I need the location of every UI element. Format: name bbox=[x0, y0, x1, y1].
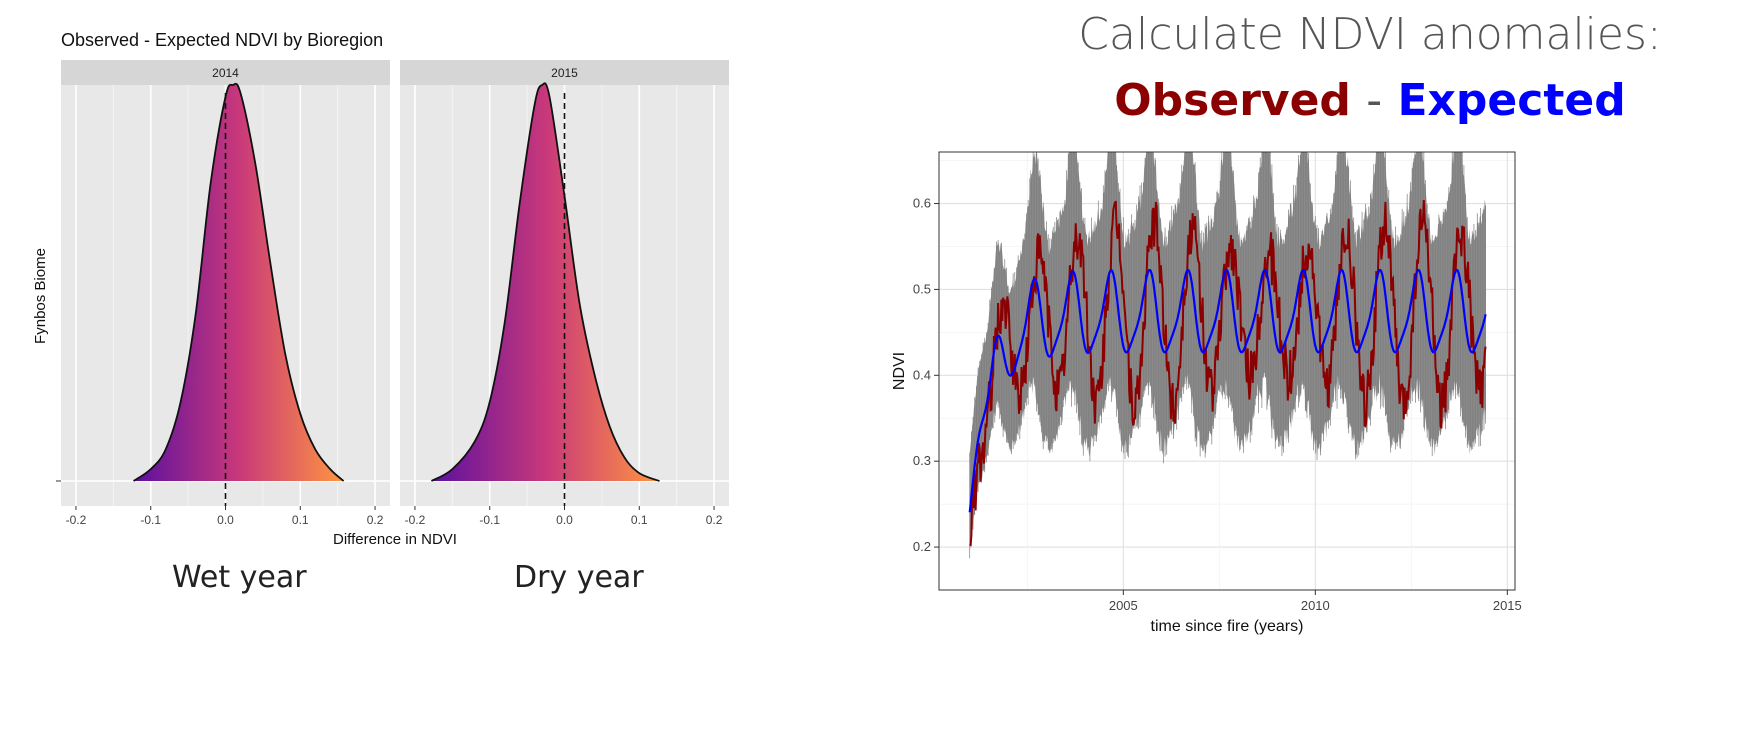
density-x-axis-label: Difference in NDVI bbox=[333, 531, 457, 548]
density-area-2015 bbox=[431, 83, 660, 481]
density-x-tick-label: 0.0 bbox=[217, 513, 234, 527]
ndvi-timeseries-chart: 2005 2010 2015 0.2 0.3 0.4 0.5 0.6 time since f… bbox=[891, 151, 1522, 635]
ts-y-tick-label: 0.2 bbox=[913, 539, 931, 554]
ts-x-tick-label: 2010 bbox=[1301, 598, 1330, 613]
expected-range-band bbox=[969, 152, 1486, 552]
facet-strip-2015 bbox=[400, 60, 729, 85]
ts-x-tick-label: 2015 bbox=[1493, 598, 1522, 613]
series-expected bbox=[968, 269, 1487, 513]
density-x-tick-label: -0.2 bbox=[405, 513, 426, 527]
density-x-tick-label: -0.1 bbox=[140, 513, 161, 527]
density-outline-2015 bbox=[430, 82, 660, 482]
heading-line2: Observed - Expected bbox=[1040, 66, 1700, 136]
facet-strip-label-2015: 2015 bbox=[551, 66, 578, 80]
ts-y-tick-label: 0.4 bbox=[913, 367, 931, 382]
density-x-tick-label: 0.2 bbox=[706, 513, 723, 527]
heading-expected: Expected bbox=[1397, 75, 1626, 126]
ts-y-axis-label: NDVI bbox=[891, 352, 908, 390]
facet-strip-label-2014: 2014 bbox=[212, 66, 239, 80]
ts-plot-border bbox=[938, 151, 1516, 591]
ts-x-tick-label: 2005 bbox=[1109, 598, 1138, 613]
density-x-tick-label: 0.1 bbox=[631, 513, 648, 527]
caption-wet-year: Wet year bbox=[172, 560, 307, 595]
heading-observed: Observed bbox=[1114, 75, 1351, 126]
ts-y-tick-label: 0.3 bbox=[913, 453, 931, 468]
density-chart: Observed - Expected NDVI by Bioregion 20… bbox=[32, 30, 729, 548]
heading-line1: Calculate NDVI anomalies: bbox=[1078, 9, 1662, 60]
density-outline-2014 bbox=[133, 82, 345, 482]
ts-y-tick-label: 0.5 bbox=[913, 281, 931, 296]
density-y-axis-label: Fynbos Biome bbox=[32, 248, 49, 344]
series-observed bbox=[969, 199, 1487, 547]
heading-separator: - bbox=[1366, 75, 1383, 126]
anomaly-heading: Calculate NDVI anomalies: Observed - Exp… bbox=[1040, 4, 1700, 136]
facet-strip-2014 bbox=[61, 60, 390, 85]
density-x-tick-label: -0.2 bbox=[66, 513, 87, 527]
density-x-tick-label: 0.1 bbox=[292, 513, 309, 527]
density-x-tick-label: -0.1 bbox=[479, 513, 500, 527]
density-x-tick-label: 0.0 bbox=[556, 513, 573, 527]
density-x-tick-label: 0.2 bbox=[367, 513, 384, 527]
density-chart-title: Observed - Expected NDVI by Bioregion bbox=[61, 30, 383, 50]
caption-dry-year: Dry year bbox=[514, 560, 644, 595]
ts-x-axis-label: time since fire (years) bbox=[1151, 618, 1304, 635]
ts-y-tick-label: 0.6 bbox=[913, 196, 931, 211]
